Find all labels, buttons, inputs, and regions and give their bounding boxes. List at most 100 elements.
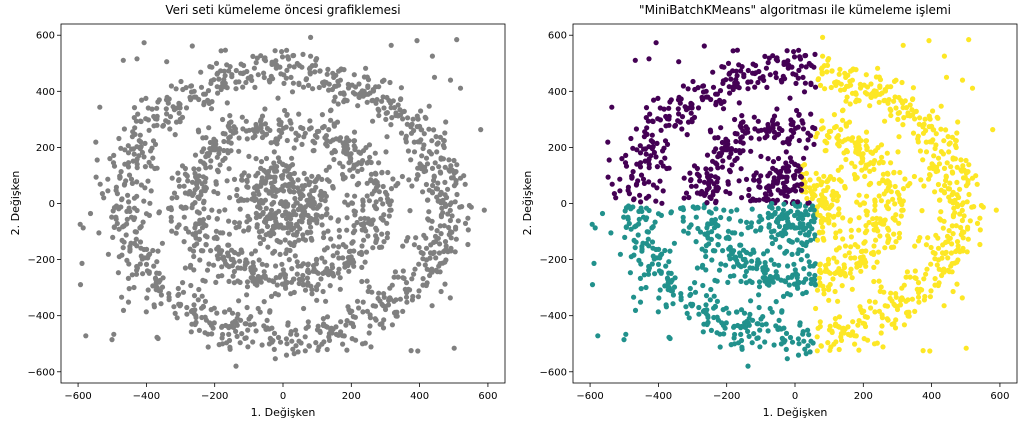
left-data-point — [365, 288, 371, 294]
left-data-point — [343, 244, 349, 250]
left-data-point — [271, 160, 277, 166]
right-x-tick-label: −600 — [576, 391, 603, 402]
left-data-point — [222, 73, 228, 79]
right-data-point — [692, 205, 698, 211]
left-data-point — [257, 240, 263, 247]
right-data-point — [714, 233, 721, 239]
right-data-point — [701, 309, 708, 315]
right-data-point — [856, 227, 862, 233]
right-data-point — [734, 207, 740, 213]
left-data-point — [337, 137, 343, 143]
right-data-point — [879, 323, 885, 329]
left-data-point — [448, 163, 454, 169]
right-data-point — [736, 178, 742, 184]
right-data-point — [823, 187, 829, 193]
right-data-point — [799, 181, 805, 187]
left-data-point — [313, 340, 319, 346]
left-data-point — [302, 348, 308, 354]
left-data-point — [105, 176, 111, 182]
left-data-point — [134, 243, 140, 249]
left-data-point — [347, 158, 354, 164]
left-data-point — [196, 210, 202, 216]
right-data-point — [783, 231, 789, 237]
left-data-point — [207, 164, 213, 170]
right-data-point — [837, 228, 843, 234]
right-data-point — [704, 200, 710, 206]
left-data-point — [119, 237, 125, 243]
right-data-point — [683, 304, 689, 310]
left-data-point — [390, 176, 396, 182]
left-data-point — [387, 202, 393, 208]
left-data-point — [311, 187, 317, 193]
left-data-point — [388, 42, 394, 48]
left-data-point — [328, 117, 334, 123]
left-data-point — [226, 68, 232, 74]
left-data-point — [201, 200, 207, 206]
left-data-point — [426, 126, 432, 132]
right-data-point — [670, 301, 676, 307]
left-data-point — [193, 320, 199, 326]
left-data-point — [196, 236, 202, 242]
right-data-point — [671, 240, 678, 246]
right-data-point — [815, 77, 821, 83]
left-data-point — [258, 122, 264, 128]
left-data-point — [386, 213, 392, 219]
right-data-point — [932, 276, 938, 282]
left-data-point — [180, 289, 187, 295]
right-data-point — [948, 250, 955, 256]
right-data-point — [763, 193, 769, 199]
left-data-point — [339, 171, 346, 178]
right-data-point — [741, 74, 747, 80]
right-data-point — [884, 150, 890, 156]
right-data-point — [708, 286, 714, 293]
right-data-point — [771, 129, 778, 135]
left-data-point — [284, 112, 290, 118]
left-data-point — [367, 312, 373, 318]
right-data-point — [605, 139, 611, 145]
left-data-point — [449, 213, 455, 219]
right-data-point — [788, 208, 794, 214]
left-data-point — [417, 139, 423, 145]
right-data-point — [875, 65, 881, 71]
right-data-point — [639, 246, 645, 252]
right-data-point — [872, 199, 878, 205]
left-data-point — [302, 287, 309, 293]
left-data-point — [222, 47, 228, 53]
right-data-point — [651, 256, 657, 262]
right-data-point — [761, 77, 767, 83]
right-data-point — [830, 276, 836, 282]
left-data-point — [282, 107, 288, 114]
left-data-point — [285, 56, 292, 62]
right-data-point — [932, 250, 938, 257]
left-data-point — [418, 162, 424, 169]
left-data-point — [120, 307, 127, 313]
left-data-point — [420, 189, 426, 195]
left-data-point — [365, 233, 371, 239]
left-data-point — [437, 223, 443, 229]
left-data-point — [221, 77, 227, 83]
right-data-point — [836, 71, 842, 77]
left-data-point — [364, 308, 370, 314]
right-data-point — [712, 135, 718, 141]
left-data-point — [231, 268, 237, 275]
left-data-point — [454, 162, 460, 168]
left-data-point — [268, 73, 274, 79]
left-data-point — [457, 85, 464, 91]
left-data-point — [412, 266, 418, 272]
left-data-point — [296, 218, 302, 224]
left-data-point — [177, 116, 183, 122]
left-data-point — [121, 126, 127, 132]
right-data-point — [838, 87, 844, 93]
left-data-point — [289, 266, 295, 272]
left-data-point — [352, 228, 358, 234]
right-data-point — [818, 192, 825, 198]
right-data-point — [885, 84, 891, 90]
right-data-point — [713, 206, 719, 212]
left-data-point — [214, 216, 220, 222]
left-data-point — [384, 192, 390, 198]
left-data-point — [373, 84, 379, 90]
right-data-point — [630, 145, 636, 151]
right-data-point — [765, 328, 771, 334]
left-data-point — [345, 85, 352, 91]
left-data-point — [374, 227, 380, 233]
